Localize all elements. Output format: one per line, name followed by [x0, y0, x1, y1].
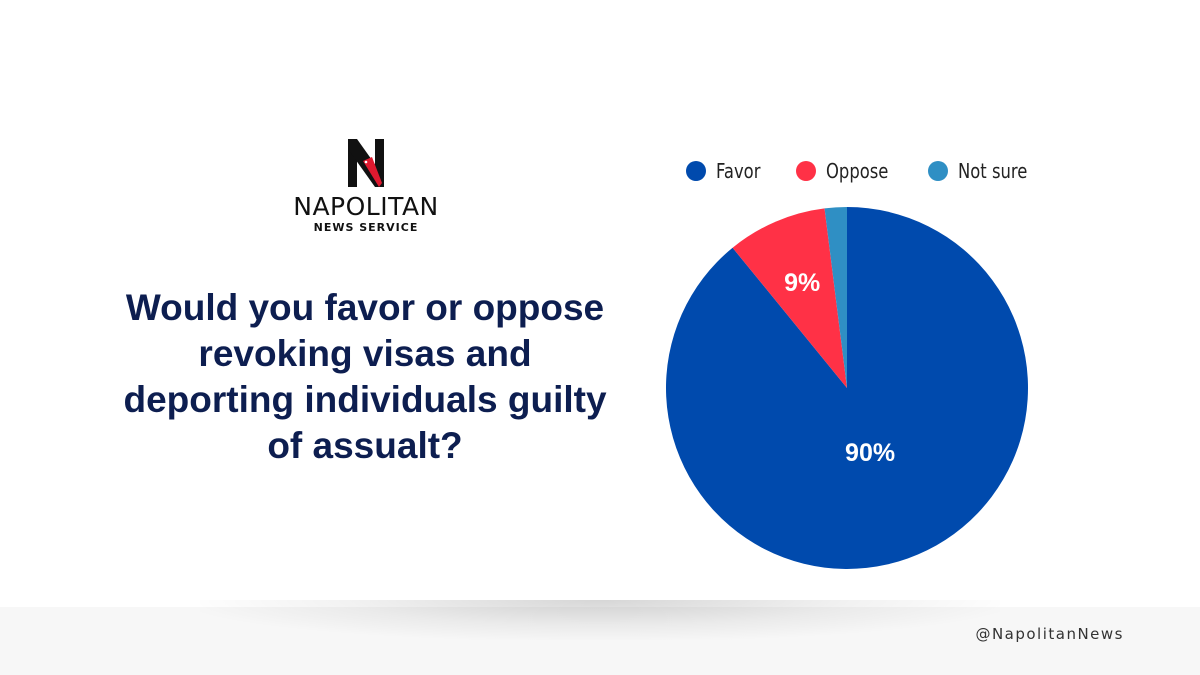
- slice-label-favor: 90%: [845, 439, 895, 467]
- legend-item-favor: Favor: [686, 159, 760, 183]
- napolitan-n-logo-icon: [348, 139, 384, 187]
- pie-slice-favor: [666, 207, 1029, 569]
- legend-label-oppose: Oppose: [826, 159, 889, 183]
- legend-item-not-sure: Not sure: [928, 159, 1033, 183]
- pie-slices: [666, 207, 1029, 569]
- chart-legend: Favor Oppose Not sure: [686, 157, 1069, 185]
- card-shadow: [200, 600, 1000, 640]
- napolitan-logo: NAPOLITAN NEWS SERVICE: [266, 137, 466, 237]
- brand-subtitle: NEWS SERVICE: [313, 221, 419, 234]
- legend-swatch-not-sure: [928, 161, 949, 181]
- brand-name: NAPOLITAN: [293, 192, 439, 221]
- legend-swatch-oppose: [796, 161, 817, 181]
- pie-labels: 90% 9%: [784, 269, 895, 467]
- poll-question: Would you favor or oppose revoking visas…: [123, 287, 607, 466]
- legend-label-not-sure: Not sure: [958, 159, 1028, 183]
- legend-swatch-favor: [686, 161, 706, 181]
- legend-item-oppose: Oppose: [796, 159, 892, 183]
- pie-slice-not-sure: [824, 207, 847, 388]
- legend-label-favor: Favor: [716, 159, 761, 183]
- social-handle: @NapolitanNews: [975, 625, 1124, 643]
- pie-slice-oppose: [732, 208, 847, 388]
- slice-label-oppose: 9%: [784, 269, 820, 297]
